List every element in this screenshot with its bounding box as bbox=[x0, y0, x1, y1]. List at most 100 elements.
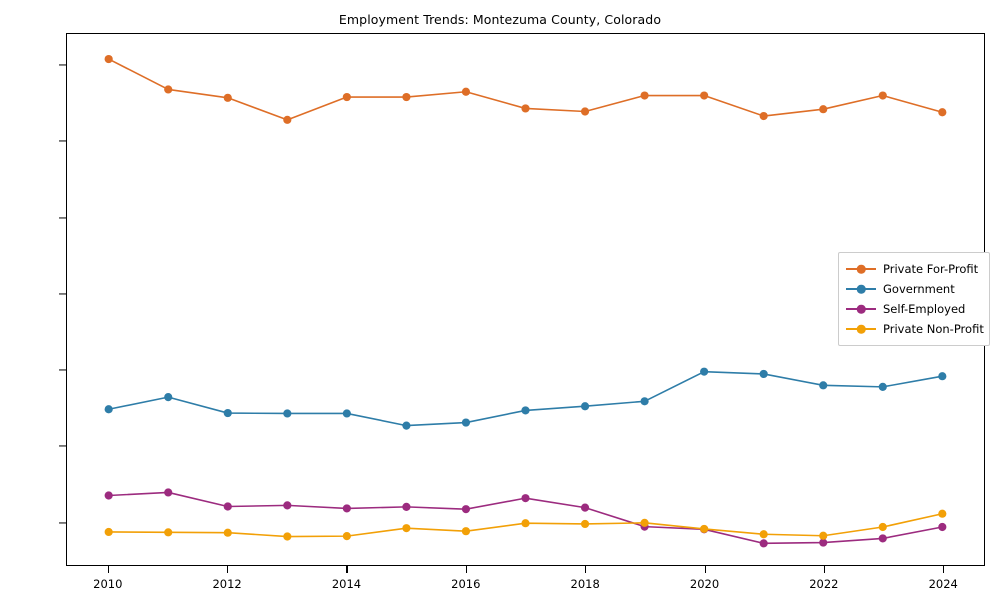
data-point bbox=[223, 528, 232, 537]
legend-label: Self-Employed bbox=[883, 302, 966, 316]
data-point bbox=[342, 409, 351, 418]
data-point bbox=[580, 519, 590, 529]
plot-area bbox=[66, 33, 985, 566]
data-point bbox=[223, 408, 232, 418]
legend-label: Government bbox=[883, 282, 955, 296]
data-point bbox=[164, 528, 173, 537]
data-point bbox=[938, 522, 947, 532]
data-point bbox=[461, 527, 471, 536]
x-tick-mark bbox=[823, 566, 825, 573]
legend-swatch bbox=[846, 322, 876, 336]
data-point bbox=[759, 369, 768, 379]
x-tick-label: 2016 bbox=[451, 577, 481, 591]
data-point bbox=[878, 91, 887, 100]
legend-swatch bbox=[846, 262, 876, 276]
data-point bbox=[640, 397, 649, 406]
data-point bbox=[819, 105, 828, 114]
data-point bbox=[938, 372, 947, 381]
legend-item[interactable]: Private For-Profit bbox=[846, 259, 981, 279]
data-point bbox=[164, 393, 173, 402]
data-point bbox=[104, 54, 113, 64]
data-point bbox=[640, 518, 649, 527]
data-point bbox=[580, 107, 590, 116]
data-point bbox=[521, 519, 530, 528]
series-private-for-profit bbox=[104, 54, 947, 124]
x-tick-mark bbox=[107, 566, 109, 573]
legend-marker-icon bbox=[856, 264, 866, 274]
data-point bbox=[402, 92, 411, 102]
data-point bbox=[402, 502, 411, 511]
data-point bbox=[283, 115, 292, 124]
x-tick-mark bbox=[346, 566, 348, 573]
data-point bbox=[580, 503, 590, 512]
x-tick-mark bbox=[585, 566, 587, 573]
series-line bbox=[107, 370, 944, 427]
legend-marker-icon bbox=[856, 304, 866, 314]
data-point bbox=[164, 85, 173, 94]
data-point bbox=[759, 530, 768, 539]
data-point bbox=[700, 367, 709, 376]
plot-lines-svg bbox=[104, 54, 947, 548]
x-tick-label: 2014 bbox=[331, 577, 362, 591]
x-tick-label: 2024 bbox=[928, 577, 958, 591]
y-tick-mark bbox=[59, 140, 66, 142]
x-tick-label: 2018 bbox=[570, 577, 600, 591]
data-point bbox=[819, 538, 828, 547]
data-point bbox=[878, 534, 887, 543]
x-tick-mark bbox=[704, 566, 706, 573]
y-tick-mark bbox=[59, 521, 66, 524]
y-tick-mark bbox=[59, 293, 66, 295]
data-point bbox=[104, 491, 113, 500]
y-tick-mark bbox=[59, 64, 66, 66]
x-tick-mark bbox=[227, 566, 229, 573]
data-point bbox=[164, 488, 173, 497]
data-point bbox=[938, 108, 947, 117]
data-point bbox=[700, 524, 709, 534]
data-point bbox=[402, 524, 411, 533]
data-point bbox=[878, 382, 887, 391]
legend-swatch bbox=[846, 302, 876, 316]
data-point bbox=[342, 532, 351, 541]
x-tick-mark bbox=[465, 566, 467, 573]
data-point bbox=[700, 91, 709, 100]
data-point bbox=[461, 87, 471, 96]
legend-item[interactable]: Self-Employed bbox=[846, 299, 981, 319]
chart-title: Employment Trends: Montezuma County, Col… bbox=[338, 12, 662, 27]
data-point bbox=[938, 509, 947, 518]
y-tick-mark bbox=[59, 216, 66, 219]
data-point bbox=[104, 527, 113, 537]
data-point bbox=[580, 402, 590, 411]
x-tick-label: 2020 bbox=[689, 577, 720, 591]
data-point bbox=[223, 502, 232, 511]
data-point bbox=[283, 409, 292, 418]
legend-item[interactable]: Government bbox=[846, 279, 981, 299]
data-point bbox=[759, 539, 768, 548]
data-point bbox=[283, 501, 292, 510]
data-point bbox=[521, 406, 530, 415]
data-point bbox=[819, 381, 828, 390]
data-point bbox=[342, 504, 351, 513]
data-point bbox=[878, 522, 887, 532]
legend-item[interactable]: Private Non-Profit bbox=[846, 319, 984, 339]
data-point bbox=[402, 421, 411, 430]
legend-label: Private Non-Profit bbox=[883, 322, 984, 336]
x-tick-label: 2022 bbox=[809, 577, 839, 591]
data-point bbox=[283, 532, 292, 541]
series-private-non-profit bbox=[104, 509, 947, 541]
x-tick-label: 2012 bbox=[212, 577, 242, 591]
legend-marker-icon bbox=[856, 284, 866, 294]
data-point bbox=[104, 405, 113, 414]
data-point bbox=[640, 91, 649, 100]
series-self-employed bbox=[104, 488, 947, 548]
y-tick-mark bbox=[59, 369, 66, 371]
data-point bbox=[759, 111, 768, 121]
series-government bbox=[104, 367, 947, 430]
x-tick-mark bbox=[943, 566, 945, 573]
chart-legend: Private For-Profit Government Self-Employe… bbox=[838, 252, 990, 346]
legend-swatch bbox=[846, 282, 876, 296]
data-point bbox=[819, 531, 828, 540]
data-point bbox=[461, 418, 471, 427]
x-tick-label: 2010 bbox=[93, 577, 123, 591]
legend-marker-icon bbox=[856, 324, 866, 334]
